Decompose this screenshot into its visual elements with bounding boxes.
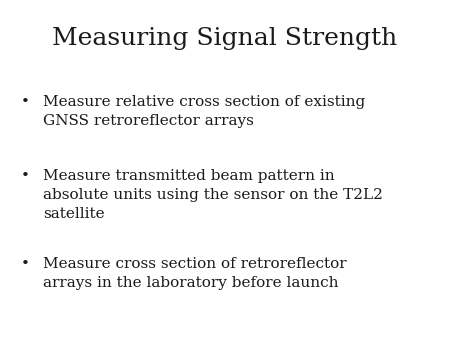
Text: •: •	[20, 257, 29, 271]
Text: •: •	[20, 169, 29, 183]
Text: Measuring Signal Strength: Measuring Signal Strength	[52, 27, 398, 50]
Text: •: •	[20, 95, 29, 108]
Text: Measure cross section of retroreflector
arrays in the laboratory before launch: Measure cross section of retroreflector …	[43, 257, 346, 290]
Text: Measure relative cross section of existing
GNSS retroreflector arrays: Measure relative cross section of existi…	[43, 95, 365, 127]
Text: Measure transmitted beam pattern in
absolute units using the sensor on the T2L2
: Measure transmitted beam pattern in abso…	[43, 169, 382, 221]
